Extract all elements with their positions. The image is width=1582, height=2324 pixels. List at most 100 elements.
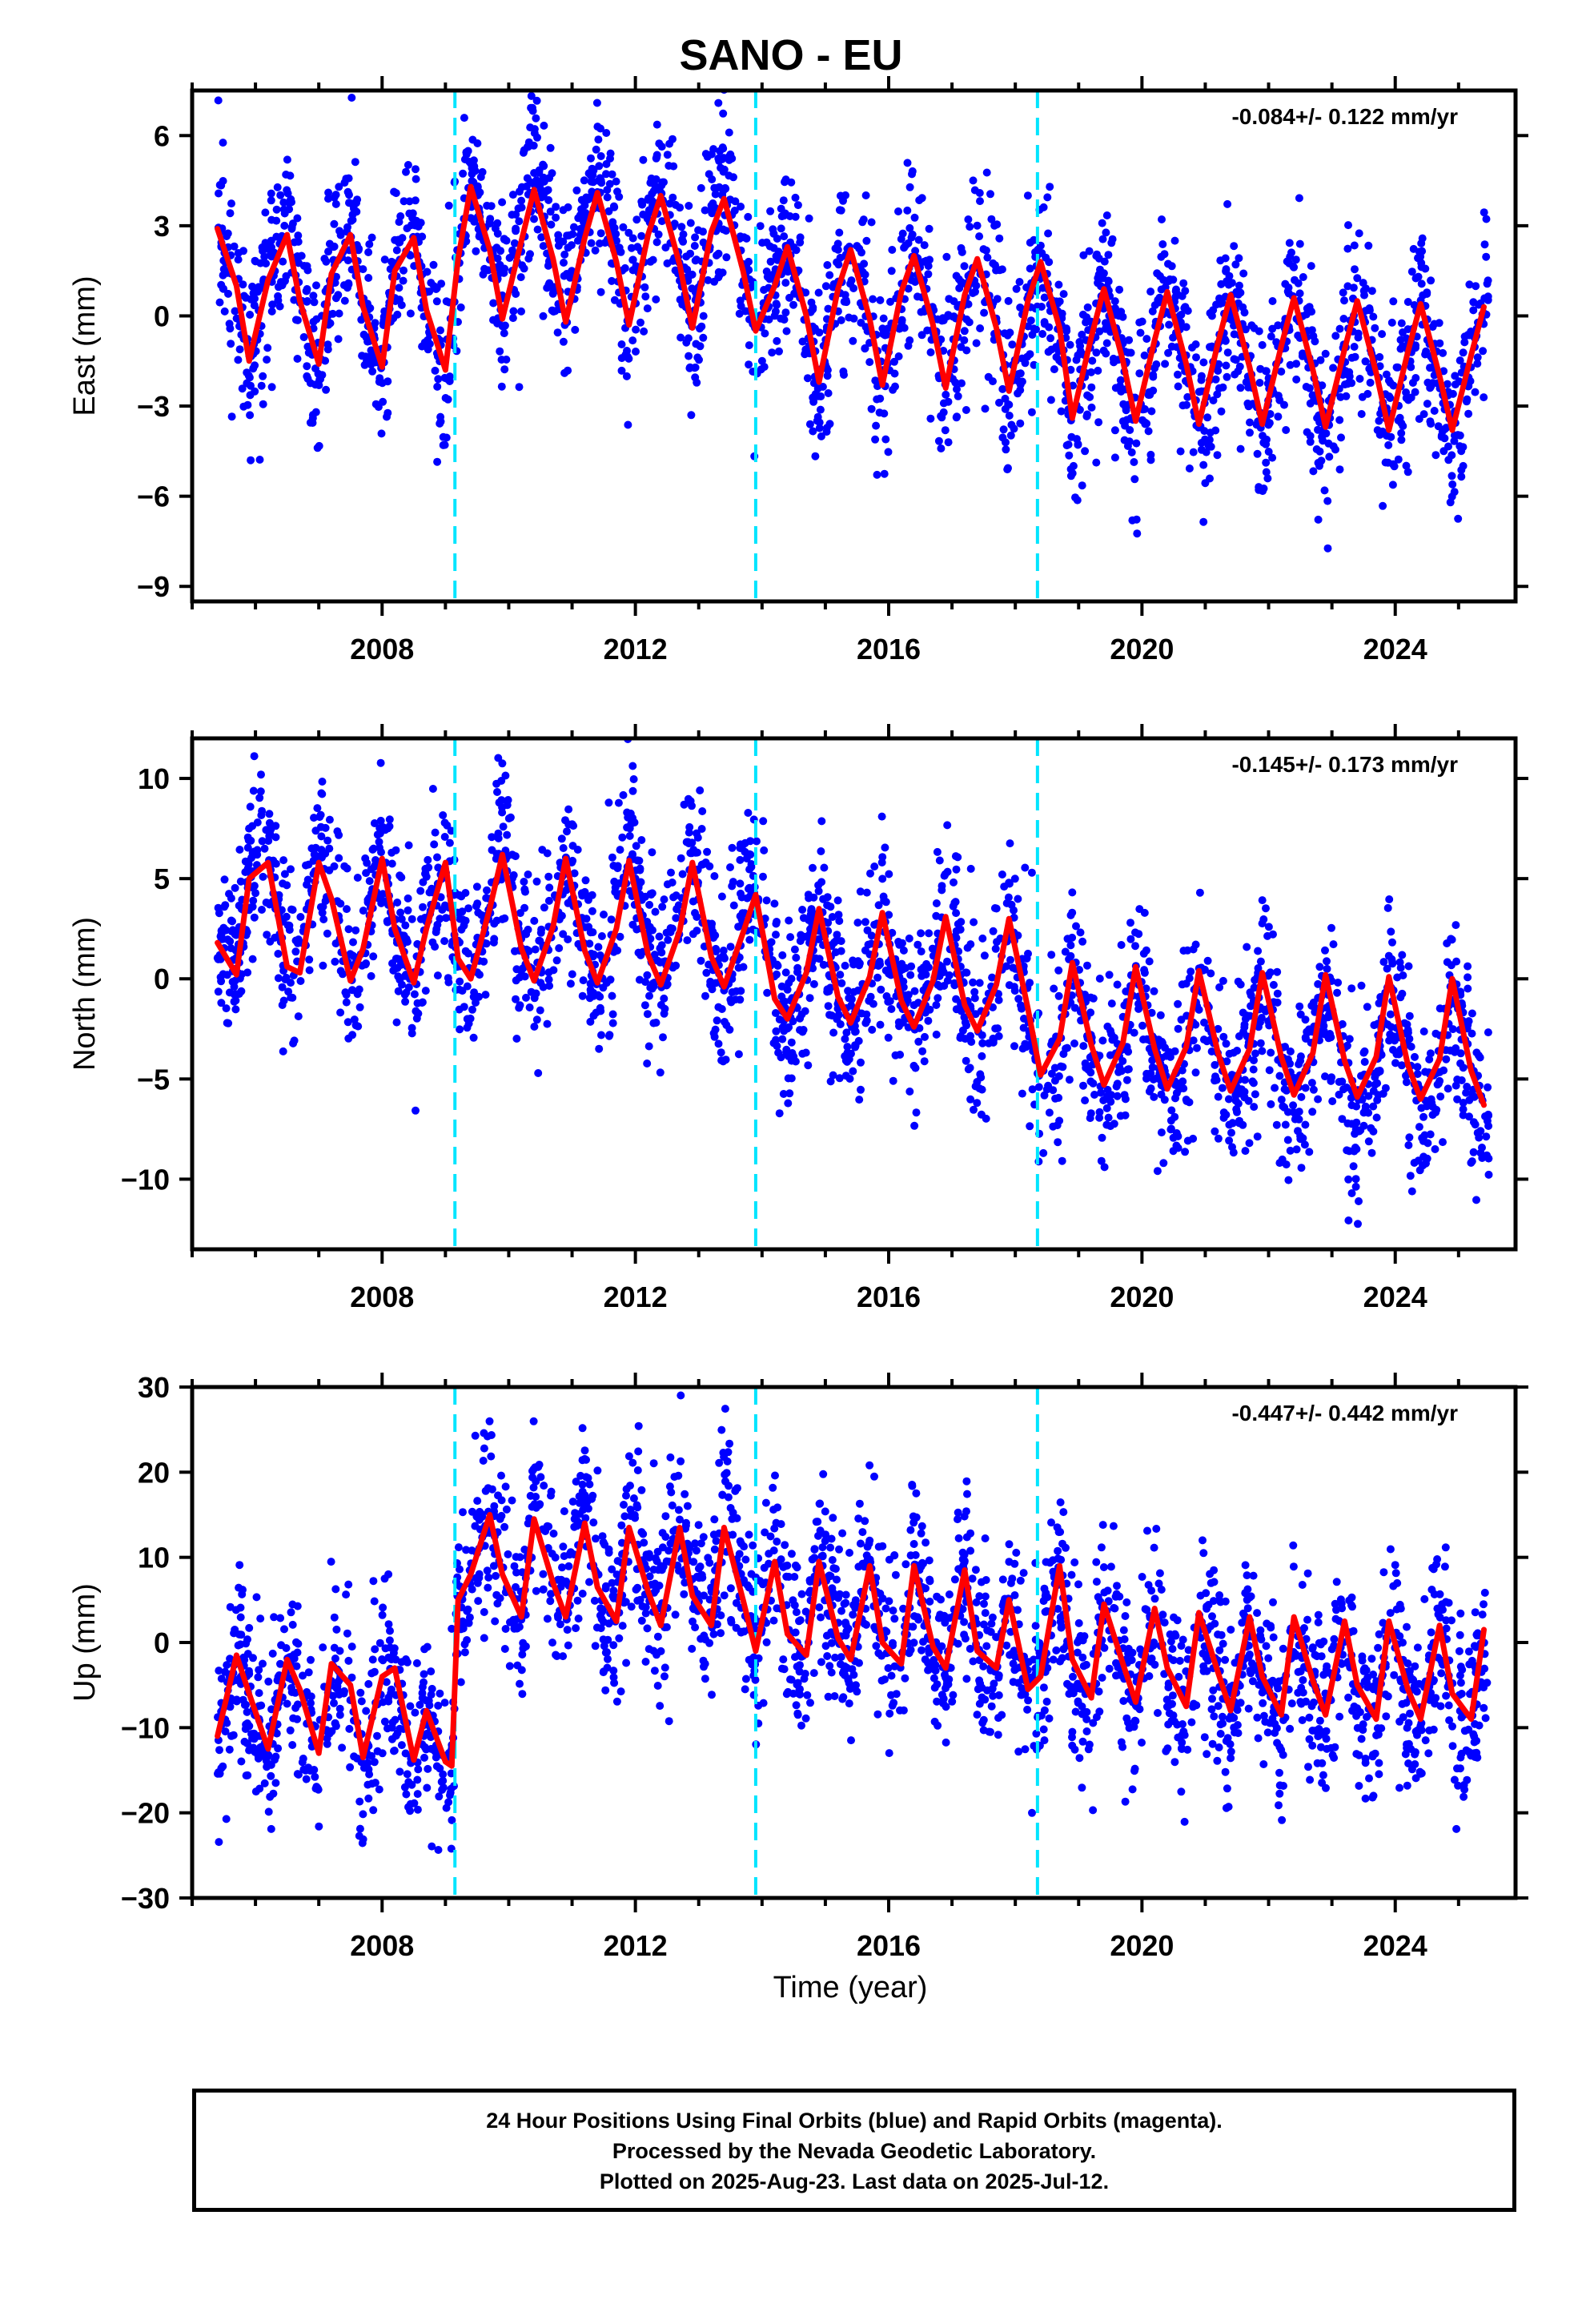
north-data-point [468, 1005, 476, 1014]
east-data-point [840, 371, 848, 379]
east-data-point [1275, 396, 1284, 404]
north-data-point [727, 998, 736, 1007]
east-data-point [1447, 493, 1456, 501]
north-data-point [1369, 1127, 1378, 1136]
east-data-point [1460, 338, 1469, 347]
east-data-point [363, 337, 372, 346]
east-data-point [358, 352, 367, 360]
north-data-point [914, 1037, 923, 1046]
east-data-point [763, 272, 772, 281]
east-data-point [1046, 334, 1055, 343]
east-data-point [1146, 450, 1155, 459]
east-data-point [432, 297, 441, 306]
east-data-point [1375, 362, 1384, 371]
east-data-point [1291, 255, 1300, 264]
east-data-point [617, 340, 626, 348]
north-data-point [1439, 1138, 1447, 1147]
east-data-point [1262, 458, 1271, 467]
east-data-point [250, 301, 259, 310]
east-data-point [628, 255, 637, 264]
east-data-point [548, 169, 556, 178]
east-data-point [1125, 336, 1134, 344]
north-data-point [613, 864, 622, 873]
north-data-point [969, 978, 978, 987]
north-data-point [728, 988, 737, 996]
north-data-point [1347, 1094, 1355, 1102]
north-data-point [743, 894, 752, 903]
north-data-point [472, 883, 481, 891]
north-data-point [855, 1096, 864, 1104]
east-data-point [865, 358, 874, 367]
east-data-point [1284, 283, 1293, 292]
north-data-point [1292, 1145, 1301, 1154]
east-data-point [688, 284, 697, 293]
east-data-point [1140, 404, 1149, 413]
east-data-point [1213, 390, 1222, 399]
north-data-point [512, 1035, 521, 1043]
east-data-point [551, 307, 560, 316]
east-data-point [1167, 262, 1176, 271]
east-data-point [383, 412, 391, 421]
north-data-point [1286, 1146, 1295, 1155]
east-data-point [904, 284, 913, 293]
north-data-point [530, 1023, 539, 1031]
north-data-point [618, 833, 627, 842]
east-data-point [1335, 324, 1344, 333]
east-data-point [1149, 371, 1158, 380]
north-data-point [1258, 896, 1267, 905]
north-data-point [445, 838, 454, 847]
north-data-point [1105, 971, 1114, 979]
east-data-point [942, 390, 950, 399]
east-data-point [1100, 257, 1109, 266]
north-data-point [1079, 1042, 1088, 1051]
east-data-point [923, 326, 932, 335]
east-data-point [861, 344, 869, 353]
north-data-point [829, 1028, 838, 1037]
north-data-point [433, 853, 441, 862]
north-data-point [1095, 975, 1104, 983]
north-data-point [1248, 1077, 1257, 1086]
east-data-point [1215, 294, 1223, 303]
east-frame [190, 88, 1518, 604]
north-data-point [772, 931, 780, 939]
north-data-point [278, 983, 287, 991]
east-data-point [641, 292, 650, 301]
north-data-point [494, 834, 503, 842]
north-data-point [1219, 1032, 1228, 1041]
east-data-point [1253, 449, 1262, 458]
north-data-point [287, 905, 295, 914]
east-data-point [939, 399, 948, 408]
north-data-point [1384, 951, 1393, 960]
north-data-point [876, 1020, 885, 1029]
north-data-point [1314, 979, 1323, 988]
east-data-point [964, 215, 973, 223]
east-data-point [1222, 265, 1231, 274]
north-data-point [1018, 1089, 1026, 1098]
north-data-point [424, 855, 432, 864]
east-data-point [710, 277, 719, 286]
north-data-point [1249, 1065, 1258, 1074]
east-data-point [998, 433, 1007, 442]
east-data-point [758, 239, 767, 247]
north-data-point [421, 987, 430, 995]
east-data-point [686, 219, 695, 227]
east-data-point [429, 260, 438, 269]
north-data-point [1241, 1147, 1250, 1156]
north-data-point [1405, 1133, 1414, 1142]
north-data-point [1372, 1113, 1381, 1122]
north-data-point [693, 834, 702, 842]
north-data-point [1225, 1136, 1234, 1145]
north-data-point [778, 1035, 787, 1043]
east-data-point [1223, 372, 1231, 381]
east-data-point [917, 194, 926, 203]
east-data-point [632, 215, 641, 224]
north-data-point [566, 979, 575, 988]
east-data-point [544, 260, 553, 269]
east-data-point [1083, 303, 1092, 312]
north-data-point [950, 981, 959, 990]
north-data-point [660, 895, 669, 904]
east-data-point [249, 289, 258, 298]
east-data-point [468, 164, 476, 172]
east-data-point [677, 333, 685, 342]
north-data-point [333, 827, 342, 836]
